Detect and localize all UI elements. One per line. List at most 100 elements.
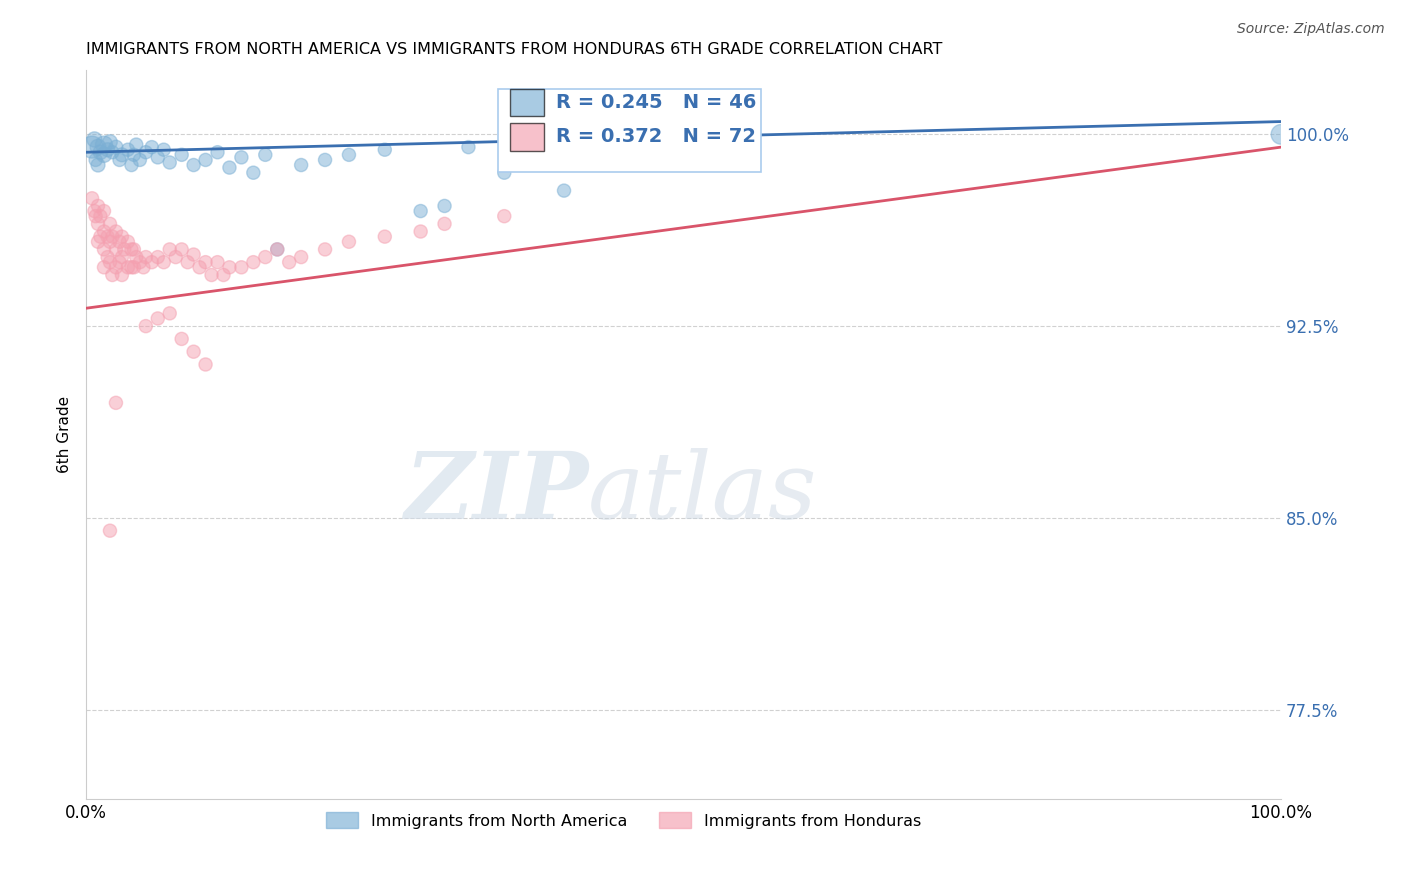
Point	[165, 250, 187, 264]
Point	[104, 260, 127, 275]
Point	[104, 140, 127, 154]
Point	[89, 229, 111, 244]
Point	[84, 153, 107, 167]
Point	[108, 153, 131, 167]
Point	[93, 225, 115, 239]
Point	[93, 204, 115, 219]
Point	[122, 243, 145, 257]
Point	[97, 250, 120, 264]
Point	[111, 268, 134, 282]
Point	[207, 255, 229, 269]
Point	[529, 153, 551, 167]
Point	[117, 235, 139, 249]
Point	[231, 150, 253, 164]
Point	[135, 145, 157, 160]
Point	[337, 235, 360, 249]
Point	[494, 209, 516, 223]
Point	[101, 145, 124, 160]
FancyBboxPatch shape	[510, 123, 544, 151]
Point	[337, 148, 360, 162]
Text: atlas: atlas	[588, 448, 817, 538]
FancyBboxPatch shape	[498, 88, 761, 172]
Point	[98, 524, 121, 538]
Point	[212, 268, 235, 282]
Point	[433, 199, 456, 213]
Point	[183, 158, 205, 172]
Point	[457, 140, 479, 154]
Point	[409, 225, 432, 239]
Point	[84, 209, 107, 223]
Point	[117, 260, 139, 275]
Point	[159, 243, 181, 257]
Point	[290, 250, 312, 264]
Point	[128, 255, 150, 269]
Point	[278, 255, 301, 269]
Legend: Immigrants from North America, Immigrants from Honduras: Immigrants from North America, Immigrant…	[321, 805, 928, 835]
Point	[374, 229, 396, 244]
Point	[146, 311, 169, 326]
Point	[108, 255, 131, 269]
Point	[290, 158, 312, 172]
Point	[97, 143, 120, 157]
Point	[83, 132, 105, 146]
FancyBboxPatch shape	[510, 88, 544, 116]
Point	[112, 243, 135, 257]
Point	[87, 199, 110, 213]
Point	[128, 153, 150, 167]
Point	[218, 260, 240, 275]
Point	[80, 191, 103, 205]
Point	[314, 153, 336, 167]
Point	[242, 255, 264, 269]
Point	[117, 143, 139, 157]
Point	[218, 161, 240, 175]
Point	[494, 166, 516, 180]
Point	[254, 148, 277, 162]
Point	[194, 153, 217, 167]
Point	[98, 235, 121, 249]
Point	[132, 260, 155, 275]
Point	[83, 204, 105, 219]
Text: IMMIGRANTS FROM NORTH AMERICA VS IMMIGRANTS FROM HONDURAS 6TH GRADE CORRELATION : IMMIGRANTS FROM NORTH AMERICA VS IMMIGRA…	[86, 42, 942, 57]
Point	[135, 250, 157, 264]
Point	[231, 260, 253, 275]
Point	[87, 217, 110, 231]
Point	[146, 250, 169, 264]
Point	[176, 255, 198, 269]
Point	[111, 148, 134, 162]
Point	[87, 140, 110, 154]
Point	[89, 145, 111, 160]
Point	[93, 137, 115, 152]
Text: ZIP: ZIP	[404, 448, 588, 538]
Point	[152, 255, 174, 269]
Point	[1270, 128, 1292, 142]
Point	[242, 166, 264, 180]
Text: Source: ZipAtlas.com: Source: ZipAtlas.com	[1237, 22, 1385, 37]
Point	[589, 140, 612, 154]
Point	[122, 148, 145, 162]
Point	[409, 204, 432, 219]
Point	[98, 255, 121, 269]
Point	[152, 143, 174, 157]
Text: R = 0.372   N = 72: R = 0.372 N = 72	[555, 128, 755, 146]
Point	[98, 217, 121, 231]
Point	[125, 250, 148, 264]
Point	[141, 140, 163, 154]
Point	[121, 158, 143, 172]
Point	[111, 250, 134, 264]
Point	[200, 268, 222, 282]
Point	[141, 255, 163, 269]
Point	[170, 243, 193, 257]
Point	[194, 358, 217, 372]
Point	[101, 229, 124, 244]
Point	[314, 243, 336, 257]
Point	[433, 217, 456, 231]
Point	[170, 148, 193, 162]
Point	[97, 229, 120, 244]
Point	[98, 135, 121, 149]
Point	[121, 260, 143, 275]
Point	[125, 137, 148, 152]
Point	[194, 255, 217, 269]
Point	[624, 153, 647, 167]
Point	[121, 243, 143, 257]
Y-axis label: 6th Grade: 6th Grade	[58, 396, 72, 474]
